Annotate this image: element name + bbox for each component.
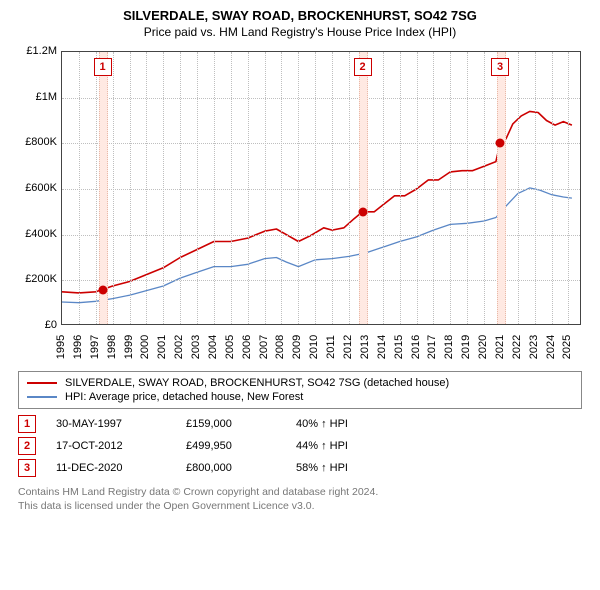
callout-date: 17-OCT-2012 bbox=[56, 440, 166, 452]
series-line-price_paid bbox=[62, 111, 572, 293]
x-axis-label: 2008 bbox=[274, 335, 286, 359]
x-axis-label: 2013 bbox=[359, 335, 371, 359]
attribution-line: Contains HM Land Registry data © Crown c… bbox=[18, 485, 582, 499]
x-axis-label: 2023 bbox=[528, 335, 540, 359]
x-axis-label: 2022 bbox=[511, 335, 523, 359]
x-axis-label: 2007 bbox=[258, 335, 270, 359]
x-axis-label: 1996 bbox=[72, 335, 84, 359]
x-axis-label: 1999 bbox=[123, 335, 135, 359]
price-marker bbox=[98, 285, 107, 294]
x-axis-label: 2002 bbox=[173, 335, 185, 359]
callout-band bbox=[497, 52, 506, 324]
callout-row: 2 17-OCT-2012 £499,950 44% ↑ HPI bbox=[18, 435, 582, 457]
callout-number-box: 1 bbox=[94, 58, 112, 76]
legend-label: SILVERDALE, SWAY ROAD, BROCKENHURST, SO4… bbox=[65, 377, 449, 389]
x-axis-label: 2014 bbox=[376, 335, 388, 359]
chart-title: SILVERDALE, SWAY ROAD, BROCKENHURST, SO4… bbox=[10, 8, 590, 23]
y-axis-label: £400K bbox=[13, 228, 57, 240]
callout-number-box: 3 bbox=[18, 459, 36, 477]
callout-price: £159,000 bbox=[186, 418, 276, 430]
x-axis-label: 2021 bbox=[494, 335, 506, 359]
x-axis-label: 2024 bbox=[545, 335, 557, 359]
callout-price: £499,950 bbox=[186, 440, 276, 452]
x-axis-label: 2017 bbox=[426, 335, 438, 359]
x-axis-label: 2010 bbox=[308, 335, 320, 359]
callout-row: 3 11-DEC-2020 £800,000 58% ↑ HPI bbox=[18, 457, 582, 479]
price-marker bbox=[496, 139, 505, 148]
callout-number-box: 2 bbox=[18, 437, 36, 455]
x-axis-label: 2006 bbox=[241, 335, 253, 359]
callout-number-box: 1 bbox=[18, 415, 36, 433]
legend-item-hpi: HPI: Average price, detached house, New … bbox=[27, 390, 573, 404]
x-axis-label: 2012 bbox=[342, 335, 354, 359]
x-axis-label: 2001 bbox=[156, 335, 168, 359]
y-axis-label: £0 bbox=[13, 319, 57, 331]
callout-date: 30-MAY-1997 bbox=[56, 418, 166, 430]
y-axis-label: £1M bbox=[13, 91, 57, 103]
x-axis-label: 2011 bbox=[325, 335, 337, 359]
x-axis-label: 2004 bbox=[207, 335, 219, 359]
x-axis-label: 2018 bbox=[443, 335, 455, 359]
title-block: SILVERDALE, SWAY ROAD, BROCKENHURST, SO4… bbox=[10, 8, 590, 39]
legend-swatch bbox=[27, 396, 57, 398]
legend: SILVERDALE, SWAY ROAD, BROCKENHURST, SO4… bbox=[18, 371, 582, 409]
y-axis-label: £800K bbox=[13, 136, 57, 148]
callout-number-box: 3 bbox=[491, 58, 509, 76]
price-marker bbox=[358, 207, 367, 216]
callout-row: 1 30-MAY-1997 £159,000 40% ↑ HPI bbox=[18, 413, 582, 435]
y-axis-label: £600K bbox=[13, 182, 57, 194]
series-line-hpi bbox=[62, 188, 572, 303]
x-axis-label: 1995 bbox=[55, 335, 67, 359]
x-axis-label: 2009 bbox=[291, 335, 303, 359]
x-axis-label: 1997 bbox=[89, 335, 101, 359]
x-axis-label: 2020 bbox=[477, 335, 489, 359]
x-axis-label: 2015 bbox=[393, 335, 405, 359]
callout-delta: 44% ↑ HPI bbox=[296, 440, 348, 452]
callout-date: 11-DEC-2020 bbox=[56, 462, 166, 474]
y-axis-label: £1.2M bbox=[13, 45, 57, 57]
plot-area: 1 2 3 bbox=[61, 51, 581, 325]
x-axis-label: 2003 bbox=[190, 335, 202, 359]
x-axis-label: 2025 bbox=[561, 335, 573, 359]
attribution: Contains HM Land Registry data © Crown c… bbox=[18, 485, 582, 513]
callout-number-box: 2 bbox=[354, 58, 372, 76]
callout-table: 1 30-MAY-1997 £159,000 40% ↑ HPI 2 17-OC… bbox=[18, 413, 582, 479]
callout-delta: 40% ↑ HPI bbox=[296, 418, 348, 430]
callout-band bbox=[99, 52, 108, 324]
x-axis-label: 2000 bbox=[139, 335, 151, 359]
x-axis-label: 2019 bbox=[460, 335, 472, 359]
plot-box: 1 2 3 £0 £200K £400K £600K £800K £1M £1.2M 1995 19… bbox=[13, 45, 587, 365]
callout-price: £800,000 bbox=[186, 462, 276, 474]
callout-band bbox=[359, 52, 368, 324]
x-axis-label: 2016 bbox=[410, 335, 422, 359]
x-axis-label: 1998 bbox=[106, 335, 118, 359]
y-axis-label: £200K bbox=[13, 273, 57, 285]
legend-swatch bbox=[27, 382, 57, 384]
legend-item-price-paid: SILVERDALE, SWAY ROAD, BROCKENHURST, SO4… bbox=[27, 376, 573, 390]
legend-label: HPI: Average price, detached house, New … bbox=[65, 391, 303, 403]
chart-subtitle: Price paid vs. HM Land Registry's House … bbox=[10, 25, 590, 39]
x-axis-label: 2005 bbox=[224, 335, 236, 359]
callout-delta: 58% ↑ HPI bbox=[296, 462, 348, 474]
chart-container: SILVERDALE, SWAY ROAD, BROCKENHURST, SO4… bbox=[0, 0, 600, 523]
attribution-line: This data is licensed under the Open Gov… bbox=[18, 499, 582, 513]
